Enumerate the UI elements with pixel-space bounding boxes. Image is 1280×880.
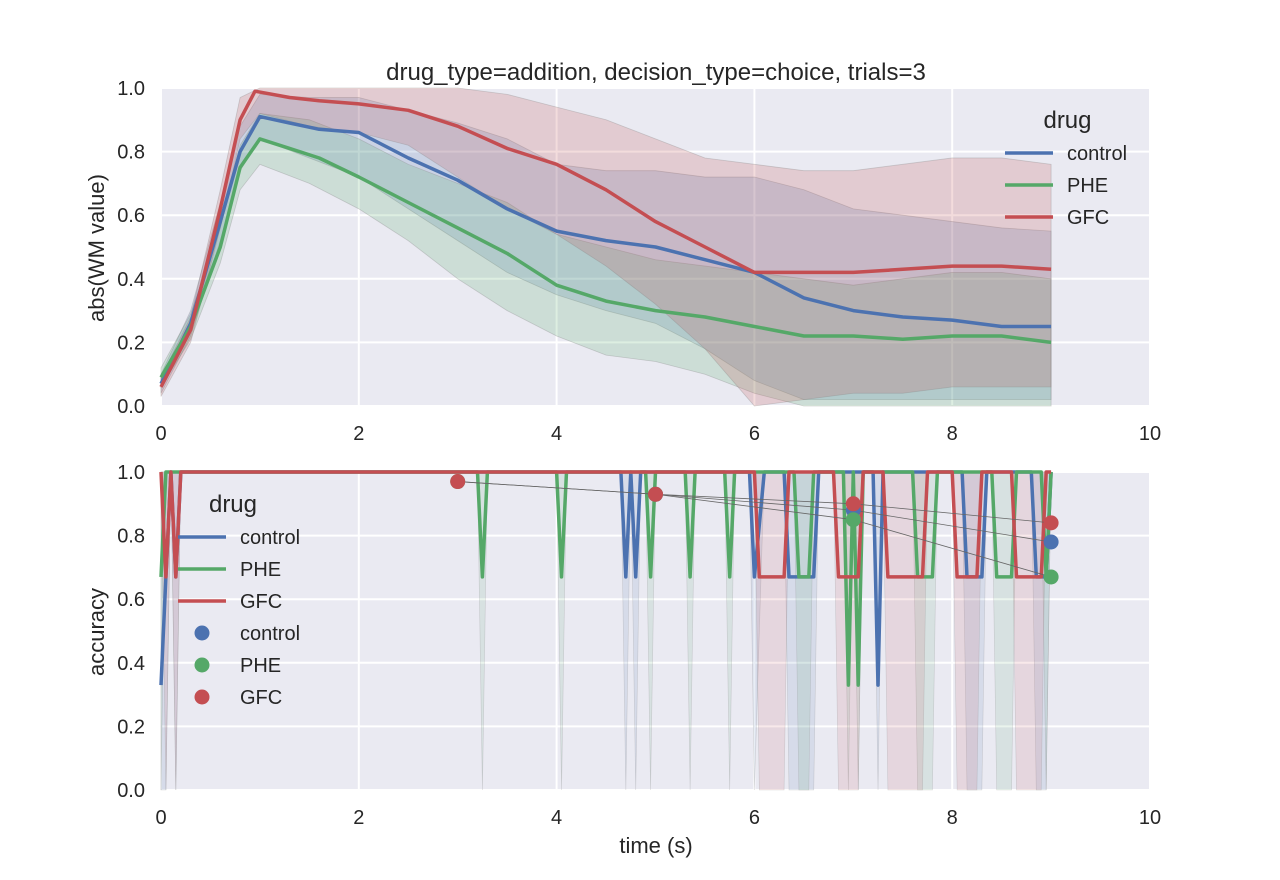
x-tick-label: 0: [155, 807, 166, 829]
y-tick-label: 0.4: [117, 269, 145, 291]
marker-control: [1043, 534, 1059, 550]
marker-connector: [853, 519, 1052, 578]
y-tick-label: 0.0: [117, 396, 145, 418]
legend-title: drug: [209, 491, 257, 518]
legend-label-control: control: [240, 527, 300, 549]
bottom-chart-xlabel: time (s): [619, 833, 692, 858]
legend-marker-GFC: [194, 689, 210, 705]
top-chart-title: drug_type=addition, decision_type=choice…: [386, 59, 926, 86]
legend-title: drug: [1043, 107, 1091, 134]
marker-GFC: [450, 474, 466, 490]
legend-label-GFC: GFC: [240, 591, 282, 613]
y-tick-label: 0.2: [117, 332, 145, 354]
top-chart-ylabel: abs(WM value): [84, 174, 109, 322]
panel-1: 0 2 4 6 8 10 0.0 0.2 0.4 0.6 0.8 1.0 drug control PHE G…: [117, 78, 1161, 445]
y-tick-label: 0.4: [117, 653, 145, 675]
legend-label-GFC: GFC: [1067, 207, 1109, 229]
marker-GFC: [1043, 515, 1059, 531]
y-tick-label: 0.8: [117, 526, 145, 548]
y-tick-label: 1.0: [117, 462, 145, 484]
marker-connector: [655, 493, 854, 511]
x-tick-label: 4: [551, 807, 562, 829]
x-tick-label: 2: [353, 807, 364, 829]
panel-2: 0 2 4 6 8 10 0.0 0.2 0.4 0.6 0.8 1.0 drug control PHE G…: [117, 462, 1161, 829]
legend-label-GFC: GFC: [240, 687, 282, 709]
marker-connector: [655, 493, 854, 521]
y-tick-label: 1.0: [117, 78, 145, 100]
legend-label-control: control: [1067, 143, 1127, 165]
marker-PHE: [1043, 569, 1059, 585]
marker-GFC: [648, 486, 663, 502]
legend-marker-control: [194, 625, 210, 641]
y-tick-label: 0.6: [117, 589, 145, 611]
x-tick-label: 10: [1139, 807, 1161, 829]
marker-connector: [655, 493, 854, 505]
x-tick-label: 0: [155, 423, 166, 445]
series-line-GFC: [159, 470, 1052, 579]
legend-label-control: control: [240, 623, 300, 645]
series-line-control: [159, 114, 1052, 385]
y-tick-label: 0.8: [117, 142, 145, 164]
marker-connector: [853, 509, 1052, 543]
y-tick-label: 0.0: [117, 780, 145, 802]
legend-label-PHE: PHE: [240, 559, 281, 581]
legend: drug control PHE GFC control PHE GFC: [178, 491, 300, 709]
series-line-PHE: [159, 137, 1052, 379]
marker-connector: [457, 481, 656, 495]
marker-GFC: [845, 496, 861, 512]
y-tick-label: 0.2: [117, 716, 145, 738]
legend-label-PHE: PHE: [240, 655, 281, 677]
ci-band-PHE: [160, 113, 1052, 407]
x-tick-label: 2: [353, 423, 364, 445]
y-tick-label: 0.6: [117, 205, 145, 227]
series-line-GFC: [159, 89, 1052, 388]
x-tick-label: 10: [1139, 423, 1161, 445]
legend-label-PHE: PHE: [1067, 175, 1108, 197]
marker-connector: [853, 503, 1052, 524]
x-tick-label: 6: [749, 423, 760, 445]
x-tick-label: 8: [947, 807, 958, 829]
x-tick-label: 4: [551, 423, 562, 445]
marker-PHE: [845, 512, 861, 528]
legend: drug control PHE GFC: [1005, 107, 1127, 229]
bottom-chart-ylabel: accuracy: [84, 588, 109, 676]
x-tick-label: 6: [749, 807, 760, 829]
legend-marker-PHE: [194, 657, 210, 673]
x-tick-label: 8: [947, 423, 958, 445]
